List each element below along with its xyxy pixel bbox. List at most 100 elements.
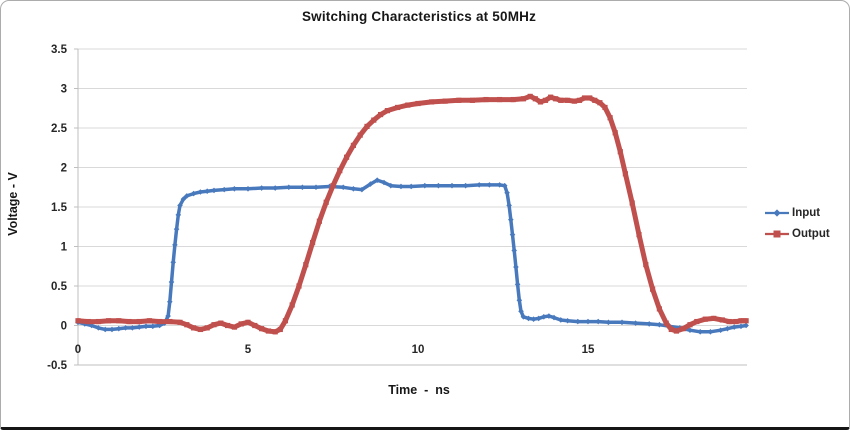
output-square-marker xyxy=(384,108,390,114)
input-diamond-marker xyxy=(136,324,142,330)
input-diamond-marker xyxy=(122,325,129,331)
x-axis-title: Time - ns xyxy=(388,383,450,397)
output-square-marker xyxy=(592,97,598,103)
output-square-marker xyxy=(469,97,475,103)
legend-item-input: Input xyxy=(764,207,830,219)
input-diamond-marker xyxy=(286,184,292,191)
input-diamond-marker xyxy=(204,188,210,194)
legend-label-output: Output xyxy=(792,228,830,240)
output-square-marker xyxy=(136,318,142,325)
input-diamond-marker xyxy=(359,186,365,193)
output-square-marker xyxy=(211,322,217,328)
input-diamond-marker xyxy=(82,321,88,327)
chart-title: Switching Characteristics at 50MHz xyxy=(301,9,537,24)
input-diamond-marker xyxy=(525,315,532,322)
output-square-marker xyxy=(537,99,543,105)
input-diamond-marker xyxy=(367,181,374,187)
input-diamond-marker xyxy=(504,189,510,196)
input-diamond-marker xyxy=(738,323,744,330)
output-square-marker xyxy=(167,318,173,325)
output-square-marker xyxy=(532,96,538,102)
output-square-marker xyxy=(95,318,101,325)
input-diamond-marker xyxy=(707,329,714,335)
input-diamond-marker xyxy=(258,185,265,191)
input-diamond-marker xyxy=(513,264,519,270)
output-square-marker xyxy=(733,318,739,325)
output-square-marker xyxy=(571,98,577,104)
input-diamond-marker xyxy=(724,325,731,332)
output-square-marker xyxy=(687,322,693,328)
square-legend-icon xyxy=(765,230,789,238)
input-diamond-marker xyxy=(129,325,136,331)
output-square-marker xyxy=(527,93,533,99)
output-square-marker xyxy=(442,98,448,104)
output-square-marker xyxy=(738,318,744,324)
input-diamond-marker xyxy=(501,182,508,189)
output-square-marker xyxy=(607,115,613,121)
legend-label-input: Input xyxy=(792,207,821,219)
input-diamond-marker xyxy=(221,186,227,193)
output-square-marker xyxy=(296,283,302,289)
input-diamond-marker xyxy=(173,226,180,232)
input-diamond-marker xyxy=(143,323,149,330)
input-diamond-marker xyxy=(422,182,428,189)
input-diamond-marker xyxy=(197,189,204,195)
output-square-marker xyxy=(310,239,316,246)
input-series-markers xyxy=(75,177,749,335)
input-diamond-marker xyxy=(381,179,387,186)
input-diamond-marker xyxy=(313,184,319,191)
output-square-marker xyxy=(602,104,608,111)
output-square-marker xyxy=(277,326,283,333)
output-square-marker xyxy=(272,329,278,335)
output-square-marker xyxy=(576,97,583,103)
output-square-marker xyxy=(259,326,265,332)
output-square-marker xyxy=(636,232,642,238)
x-tick-label: 15 xyxy=(582,344,595,356)
output-square-marker xyxy=(617,149,623,155)
output-square-marker xyxy=(629,200,635,206)
input-diamond-marker xyxy=(564,317,571,324)
input-diamond-marker xyxy=(170,259,176,266)
input-diamond-marker xyxy=(476,182,482,188)
output-series-markers xyxy=(75,93,749,335)
output-square-marker xyxy=(225,322,231,329)
input-diamond-marker xyxy=(508,216,514,223)
output-square-marker xyxy=(587,95,593,101)
output-square-marker xyxy=(371,117,377,123)
output-square-marker xyxy=(680,326,686,332)
output-square-marker xyxy=(204,325,210,331)
y-tick-label: 2 xyxy=(61,163,67,175)
input-diamond-marker xyxy=(184,193,190,199)
output-square-marker xyxy=(116,318,122,324)
output-square-marker xyxy=(252,322,258,329)
y-tick-label: 0 xyxy=(61,321,67,333)
output-square-marker xyxy=(231,324,237,330)
output-square-marker xyxy=(429,99,435,105)
output-square-marker xyxy=(344,154,350,160)
input-diamond-marker xyxy=(231,186,238,192)
input-diamond-marker xyxy=(546,313,552,319)
output-square-marker xyxy=(146,318,152,324)
output-square-marker xyxy=(238,321,244,327)
input-diamond-marker xyxy=(175,212,182,218)
output-square-marker xyxy=(497,96,503,103)
output-square-marker xyxy=(565,97,571,103)
y-tick-label: 2.5 xyxy=(51,123,68,135)
input-diamond-marker xyxy=(558,317,564,323)
output-square-marker xyxy=(282,318,288,324)
input-diamond-marker xyxy=(299,184,306,191)
output-square-marker xyxy=(668,326,674,333)
input-diamond-marker xyxy=(619,319,625,326)
y-tick-label: -0.5 xyxy=(47,360,67,372)
input-diamond-marker xyxy=(95,325,102,331)
input-diamond-marker xyxy=(509,231,516,238)
input-diamond-marker xyxy=(172,242,178,248)
x-tick-label: 5 xyxy=(245,344,252,356)
output-square-marker xyxy=(597,100,603,106)
input-diamond-marker xyxy=(511,247,518,254)
input-diamond-marker xyxy=(180,196,187,202)
output-square-marker xyxy=(456,97,462,103)
output-square-marker xyxy=(177,319,183,325)
output-square-marker xyxy=(663,320,669,326)
